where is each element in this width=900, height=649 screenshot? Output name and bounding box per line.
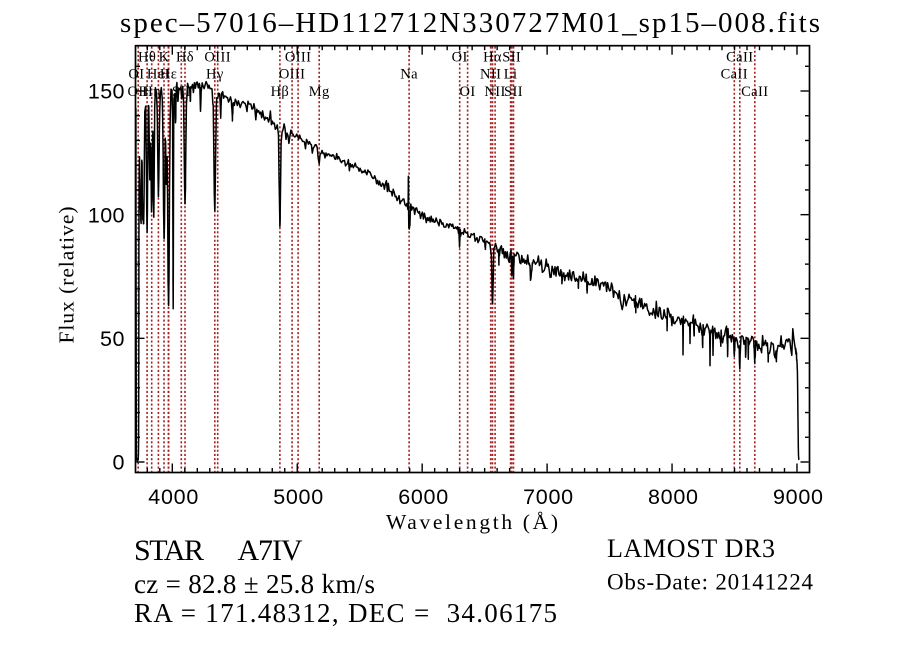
svg-text:SII: SII — [172, 84, 191, 100]
svg-text:LAMOST DR3: LAMOST DR3 — [607, 534, 775, 563]
svg-text:Hα: Hα — [483, 49, 502, 65]
svg-text:Hδ: Hδ — [176, 49, 194, 65]
svg-text:0: 0 — [113, 451, 125, 475]
svg-text:NII: NII — [484, 84, 505, 100]
svg-text:6000: 6000 — [398, 485, 448, 509]
svg-text:OI: OI — [452, 49, 468, 65]
svg-text:8000: 8000 — [648, 485, 698, 509]
svg-text:HeI: HeI — [147, 67, 170, 83]
svg-text:50: 50 — [100, 327, 125, 351]
svg-text:Wavelength (Å): Wavelength (Å) — [386, 510, 558, 534]
svg-text:Hβ: Hβ — [271, 84, 290, 100]
svg-text:CaII: CaII — [726, 49, 753, 65]
svg-text:OIII: OIII — [279, 67, 306, 83]
svg-text:SII: SII — [504, 84, 523, 100]
svg-text:CaII: CaII — [721, 67, 748, 83]
svg-text:OII: OII — [128, 84, 149, 100]
svg-text:100: 100 — [88, 203, 125, 227]
svg-text:4000: 4000 — [148, 485, 198, 509]
svg-text:spec–57016–HD112712N330727M01_: spec–57016–HD112712N330727M01_sp15–008.f… — [120, 7, 820, 39]
svg-text:7000: 7000 — [523, 485, 573, 509]
svg-text:Obs-Date: 20141224: Obs-Date: 20141224 — [607, 570, 814, 595]
svg-text:SII: SII — [502, 49, 521, 65]
svg-text:5000: 5000 — [273, 485, 323, 509]
svg-text:RA = 171.48312, DEC = 34.0617: RA = 171.48312, DEC = 34.06175 — [134, 598, 557, 628]
svg-text:STAR: STAR — [134, 534, 204, 567]
svg-text:OIII: OIII — [285, 49, 312, 65]
svg-text:Hγ: Hγ — [206, 67, 224, 83]
svg-text:150: 150 — [88, 80, 125, 104]
svg-text:Mg: Mg — [309, 84, 330, 100]
svg-text:cz = 82.8 ± 25.8 km/s: cz = 82.8 ± 25.8 km/s — [134, 569, 375, 599]
svg-text:Hε: Hε — [160, 67, 177, 83]
svg-text:Flux (relative): Flux (relative) — [55, 207, 79, 344]
svg-text:OIII: OIII — [204, 49, 231, 65]
svg-text:Hθ: Hθ — [138, 49, 156, 65]
svg-text:OI: OI — [460, 84, 476, 100]
svg-text:Hη: Hη — [142, 84, 161, 100]
svg-text:NII: NII — [480, 67, 501, 83]
svg-text:OI: OI — [128, 67, 144, 83]
svg-text:9000: 9000 — [773, 485, 823, 509]
svg-text:A7IV: A7IV — [238, 534, 303, 567]
svg-text:Li: Li — [504, 67, 518, 83]
svg-text:K: K — [159, 49, 170, 65]
svg-text:CaII: CaII — [741, 84, 768, 100]
svg-text:Na: Na — [400, 67, 418, 83]
